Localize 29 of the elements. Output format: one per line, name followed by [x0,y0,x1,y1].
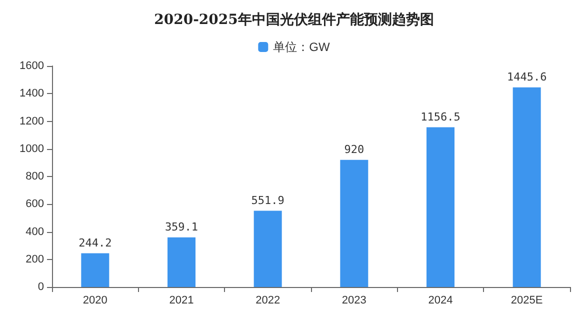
data-label: 1156.5 [420,110,460,124]
x-tick-label: 2021 [169,294,194,306]
y-tick-label: 600 [26,198,44,210]
x-tick-label: 2025E [510,294,543,306]
bar [81,253,110,287]
y-tick-label: 400 [26,226,44,238]
bar [168,237,196,287]
data-label: 244.2 [78,236,112,250]
y-tick-label: 0 [38,281,44,293]
y-tick-label: 1200 [20,115,44,128]
y-tick-label: 1400 [20,88,44,100]
bar [340,160,368,287]
x-tick-label: 2020 [82,294,108,306]
bar [426,127,454,287]
bar [254,210,282,287]
chart-title: 2020-2025年中国光伏组件产能预测趋势图 [154,11,434,28]
y-tick-label: 800 [26,170,44,182]
legend-label: 单位：GW [273,40,331,54]
bar [512,87,541,287]
x-tick-label: 2023 [342,294,366,306]
y-tick-label: 200 [26,253,44,266]
data-label: 1445.6 [506,70,547,84]
data-label: 359.1 [164,220,198,234]
data-label: 551.9 [251,194,284,207]
y-tick-label: 1600 [20,60,44,72]
x-tick-label: 2022 [256,294,280,306]
data-label: 920 [344,142,364,156]
y-tick-label: 1000 [20,142,44,155]
x-tick-label: 2024 [428,294,453,306]
